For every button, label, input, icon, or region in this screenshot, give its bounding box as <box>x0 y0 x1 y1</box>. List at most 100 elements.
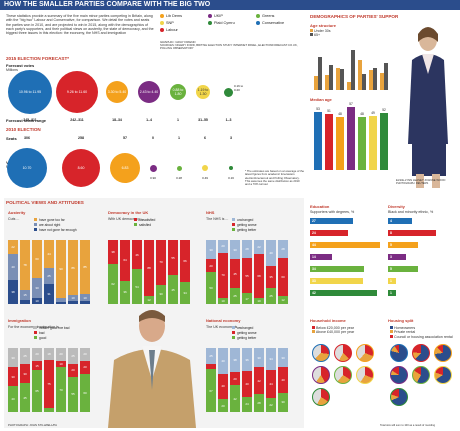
segment-value: 42 <box>257 378 261 383</box>
stacked-segment <box>32 348 42 361</box>
education-bar: 44 <box>310 242 381 248</box>
votes-circle-label: 0.28 <box>176 176 182 180</box>
portrait-photo-man <box>104 300 200 428</box>
stacked-segment <box>32 370 42 412</box>
segment-value: 30 <box>11 355 15 360</box>
chart-legend-swatch <box>34 223 37 226</box>
segment-value: 25 <box>71 354 75 358</box>
segment-value: 35 <box>269 274 273 279</box>
stacked-segment <box>32 297 42 304</box>
income-legend-low: Below £20,000 per year <box>316 326 354 330</box>
stacked-segment <box>80 360 90 374</box>
legend-label: Lib Dems <box>166 14 183 18</box>
pie-chart <box>312 366 330 384</box>
segment-value: 44 <box>47 252 51 257</box>
income-legend: Below £20,000 per year Above £40,000 per… <box>312 326 382 335</box>
chart-legend-label: neither good nor bad <box>39 326 70 330</box>
stacked-segment <box>56 240 66 298</box>
segment-value: 50 <box>209 286 213 290</box>
age-bar-under-30 <box>325 75 329 90</box>
stacked-segment <box>242 348 252 372</box>
stacked-segment <box>218 399 228 412</box>
age-bar-under-30 <box>369 70 373 90</box>
segment-value: 10 <box>59 362 63 366</box>
votes-circle <box>149 164 157 172</box>
segment-value: 20 <box>59 352 63 357</box>
segment-value: 17 <box>245 296 249 301</box>
democracy-title: Democracy in the UK <box>108 210 149 215</box>
forecast-seat-range: 1–4 <box>146 118 152 122</box>
legend-swatch <box>160 21 164 25</box>
stacked-segment <box>156 284 166 304</box>
legend-item: SNP <box>160 21 174 25</box>
legend-item: Greens <box>256 14 274 18</box>
median-age-value: 53 <box>316 106 320 111</box>
austerity-question: Cuts ... <box>8 217 20 221</box>
stacked-segment <box>254 394 264 412</box>
forecast-footnote: * The estimates are based on an average … <box>245 169 305 187</box>
stacked-segment <box>206 369 216 412</box>
segment-value: 40 <box>245 381 249 386</box>
median-age-value: 48 <box>360 112 364 117</box>
age-bar-under-30 <box>380 73 384 90</box>
segment-value: 20 <box>209 263 213 268</box>
chart-legend-item: dissatisfied <box>134 218 155 222</box>
stacked-segment <box>242 396 252 412</box>
party-legend: Lib Dems UKIP Greens SNP Plaid Cymru Conserva… <box>160 14 305 52</box>
segment-value: 30 <box>35 286 39 290</box>
stacked-segment <box>230 259 240 288</box>
legend-swatch <box>208 14 212 18</box>
stacked-segment <box>20 348 30 364</box>
segment-value: 20 <box>233 376 237 381</box>
stacked-segment <box>218 348 228 374</box>
seat-count: 306 <box>24 136 30 140</box>
pie-chart <box>312 388 330 406</box>
legend-swatch <box>256 14 260 18</box>
forecast-seat-range: 1–3 <box>225 118 232 122</box>
stacked-segment <box>242 293 252 304</box>
education-bar: 34 <box>310 266 365 272</box>
segment-value: 75 <box>47 381 51 386</box>
stacked-segment <box>8 386 18 412</box>
segment-value: 20 <box>35 352 39 357</box>
stacked-segment <box>80 348 90 361</box>
stacked-segment <box>44 268 54 285</box>
segment-value: 10 <box>221 298 225 303</box>
chart-legend-item: satisfied <box>134 223 151 227</box>
seat-count: 6 <box>204 136 206 140</box>
segment-value: 70 <box>159 260 163 265</box>
stacked-segment <box>218 240 228 253</box>
forecast-votes-unit: Millions <box>6 68 18 72</box>
housing-legend-council: Council or housing association rental <box>394 334 453 339</box>
forecast-seats-label: Forecast seats range <box>6 118 47 123</box>
age-bar-under-30 <box>347 82 351 90</box>
segment-value: 36 <box>245 357 249 362</box>
pie-chart <box>334 366 352 384</box>
portrait-caption: ELSIE-LYNN LEASE? JOANNE WOOD <box>396 178 446 182</box>
education-title: Education <box>310 204 330 209</box>
segment-value: 15 <box>23 292 27 297</box>
stacked-segment <box>230 288 240 304</box>
stacked-segment <box>180 282 190 304</box>
democracy-question: With UK democracy ... <box>108 217 144 221</box>
segment-value: 55 <box>171 255 175 260</box>
stacked-segment <box>218 252 228 298</box>
stacked-segment <box>168 240 178 276</box>
chart-legend-item: neither good nor bad <box>34 326 69 330</box>
chart-legend-swatch <box>232 331 235 334</box>
chart-legend-swatch <box>34 228 37 231</box>
chart-legend-swatch <box>232 228 235 231</box>
chart-legend-label: unchanged <box>237 326 254 330</box>
stacked-segment <box>8 279 18 304</box>
stacked-segment <box>108 264 118 304</box>
age-bar-65-plus <box>373 68 377 90</box>
stacked-segment <box>44 359 54 408</box>
segment-value: 10 <box>71 296 75 301</box>
seat-count: 3 <box>230 136 232 140</box>
forecast-heading: 2015 ELECTION FORECAST* <box>6 56 70 61</box>
chart-legend-label: have not gone far enough <box>39 228 77 232</box>
forecast-circle: 0.88 to 1.80 <box>170 84 186 100</box>
stacked-segment <box>206 272 216 304</box>
pie-chart <box>312 344 330 362</box>
portrait-man-credit: PHOTOGRAPH: JOHN STILLWELL/PA <box>8 423 57 427</box>
